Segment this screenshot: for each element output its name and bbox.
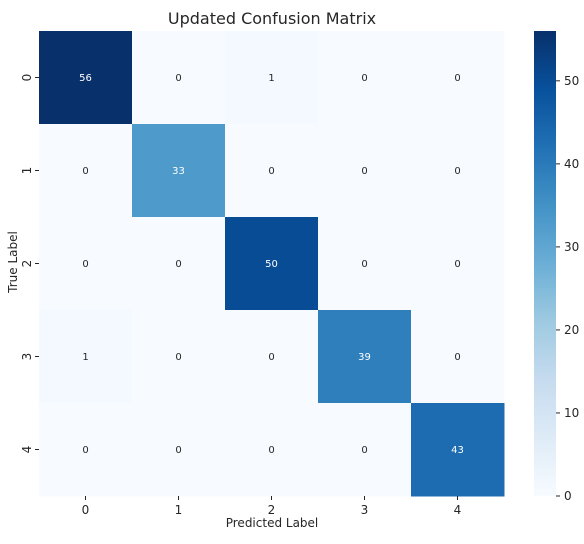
heatmap-cell-1-2 <box>225 124 319 218</box>
y-tick-label: 0 <box>20 74 34 82</box>
x-tick-label: 2 <box>268 503 276 517</box>
cell-value-label: 0 <box>361 445 367 456</box>
cell-value-label: 0 <box>268 445 274 456</box>
heatmap-cell-0-3 <box>318 31 412 125</box>
heatmap-cell-1-4 <box>411 124 505 218</box>
heatmap-cell-0-1 <box>132 31 226 125</box>
cell-value-label: 0 <box>361 73 367 84</box>
heatmap-cell-3-2 <box>225 310 319 404</box>
heatmap-cell-4-0 <box>39 403 133 497</box>
cell-value-label: 0 <box>454 73 460 84</box>
heatmap-cell-2-2 <box>225 217 319 311</box>
heatmap-cell-2-0 <box>39 217 133 311</box>
cell-value-label: 33 <box>172 166 185 177</box>
y-axis-label: True Label <box>6 231 20 294</box>
colorbar-tick-label: 40 <box>564 157 579 171</box>
heatmap-cell-0-4 <box>411 31 505 125</box>
cell-value-label: 56 <box>79 73 92 84</box>
heatmap-cell-3-0 <box>39 310 133 404</box>
heatmap-cell-1-3 <box>318 124 412 218</box>
cell-value-label: 0 <box>361 259 367 270</box>
cell-value-label: 1 <box>82 352 88 363</box>
x-tick-label: 0 <box>82 503 90 517</box>
heatmap-cell-1-0 <box>39 124 133 218</box>
heatmap-cell-4-4 <box>411 403 505 497</box>
cell-value-label: 0 <box>454 259 460 270</box>
cell-value-label: 0 <box>454 352 460 363</box>
heatmap-cell-0-0 <box>39 31 133 125</box>
colorbar-tick-label: 30 <box>564 240 579 254</box>
heatmap-cell-3-1 <box>132 310 226 404</box>
colorbar <box>534 31 556 496</box>
y-tick-label: 3 <box>20 353 34 361</box>
colorbar-tick-label: 20 <box>564 323 579 337</box>
cell-value-label: 0 <box>175 445 181 456</box>
cell-value-label: 0 <box>361 166 367 177</box>
x-tick-label: 1 <box>175 503 183 517</box>
x-tick-label: 3 <box>361 503 369 517</box>
heatmap-cell-2-3 <box>318 217 412 311</box>
cell-value-label: 0 <box>175 259 181 270</box>
heatmap-cell-3-3 <box>318 310 412 404</box>
heatmap-cell-4-3 <box>318 403 412 497</box>
heatmap-cell-2-1 <box>132 217 226 311</box>
cell-value-label: 1 <box>268 73 274 84</box>
heatmap-cells: 56 0 1 0 0 0 33 0 0 0 0 0 50 0 0 1 0 0 39 0 0 0 0 0 43 <box>39 31 505 497</box>
colorbar-tick-label: 50 <box>564 74 579 88</box>
x-axis-label: Predicted Label <box>226 516 319 530</box>
cell-value-label: 0 <box>82 445 88 456</box>
heatmap-cell-2-4 <box>411 217 505 311</box>
colorbar-ticks: 0 10 20 30 40 50 <box>556 74 579 503</box>
heatmap-cell-4-2 <box>225 403 319 497</box>
heatmap-cell-1-1 <box>132 124 226 218</box>
heatmap-cell-3-4 <box>411 310 505 404</box>
y-tick-label: 4 <box>20 446 34 454</box>
cell-value-label: 0 <box>175 352 181 363</box>
cell-value-label: 43 <box>451 445 464 456</box>
cell-value-label: 0 <box>82 166 88 177</box>
heatmap-cell-4-1 <box>132 403 226 497</box>
cell-value-label: 0 <box>268 166 274 177</box>
cell-value-label: 0 <box>454 166 460 177</box>
cell-value-label: 0 <box>175 73 181 84</box>
colorbar-tick-label: 0 <box>564 489 572 503</box>
x-axis-ticks: 0 1 2 3 4 <box>82 496 462 517</box>
cell-value-label: 50 <box>265 259 278 270</box>
chart-title: Updated Confusion Matrix <box>168 9 376 28</box>
y-tick-label: 2 <box>20 260 34 268</box>
cell-value-label: 39 <box>358 352 371 363</box>
heatmap-cell-0-2 <box>225 31 319 125</box>
cell-value-label: 0 <box>82 259 88 270</box>
colorbar-tick-label: 10 <box>564 406 579 420</box>
y-tick-label: 1 <box>20 167 34 175</box>
x-tick-label: 4 <box>454 503 462 517</box>
cell-value-label: 0 <box>268 352 274 363</box>
y-axis-ticks: 0 1 2 3 4 <box>20 74 39 454</box>
